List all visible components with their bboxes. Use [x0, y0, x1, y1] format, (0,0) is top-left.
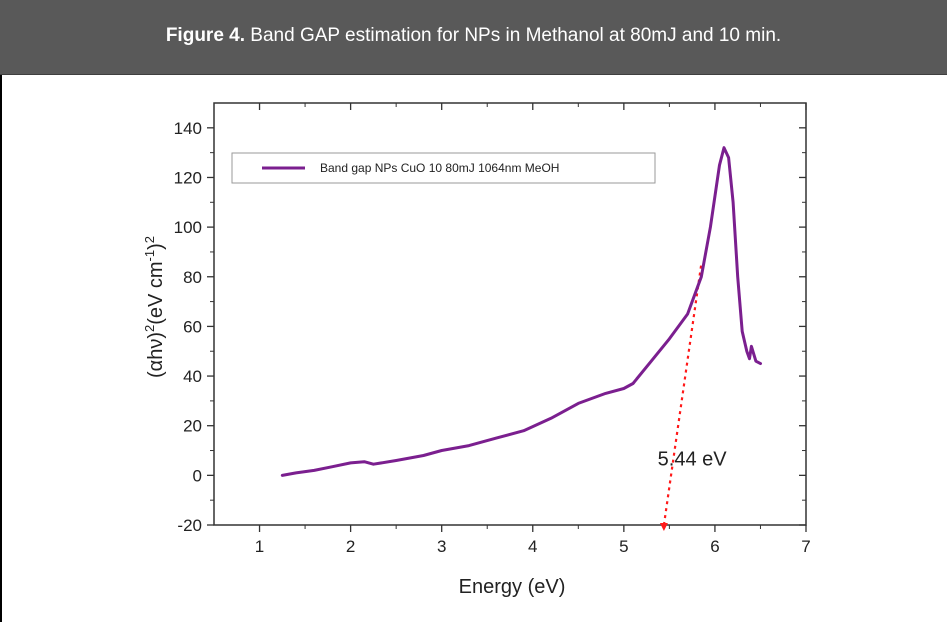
- y-axis-title-sup: 2: [142, 236, 157, 243]
- legend-entry-label: Band gap NPs CuO 10 80mJ 1064nm MeOH: [320, 161, 559, 175]
- plot-frame: [213, 102, 807, 526]
- x-tick-label: 4: [528, 537, 537, 556]
- y-tick-label: 0: [193, 466, 202, 485]
- y-tick-label: 60: [183, 317, 202, 336]
- figure-caption-text: Band GAP estimation for NPs in Methanol …: [245, 25, 782, 46]
- y-axis-title-sup: 2: [142, 325, 157, 332]
- x-axis-title: Energy (eV): [459, 576, 566, 598]
- axes-layer: 1 2 3 4 5 6 7 -20 0 20 40 60 80 100 120 140: [174, 102, 811, 556]
- band-gap-annotation: 5.44 eV: [658, 448, 728, 470]
- y-axis-title-part: (αhν): [145, 332, 167, 378]
- y-tick-label: 140: [174, 119, 202, 138]
- band-gap-chart: 1 2 3 4 5 6 7 -20 0 20 40 60 80 100 120 140 Band gap NP…: [142, 102, 811, 598]
- y-axis-title: (αhν)2(eV cm-1)2: [142, 236, 167, 378]
- x-tick-label: 6: [710, 537, 719, 556]
- x-tick-label: 1: [255, 537, 264, 556]
- tangent-fit-line: [662, 264, 703, 526]
- legend: Band gap NPs CuO 10 80mJ 1064nm MeOH: [231, 152, 656, 184]
- figure-caption-bar: Figure 4. Band GAP estimation for NPs in…: [0, 0, 947, 75]
- x-tick-label: 5: [619, 537, 628, 556]
- x-tick-label: 7: [801, 537, 810, 556]
- figure-caption: Figure 4. Band GAP estimation for NPs in…: [0, 25, 947, 47]
- y-tick-label: 80: [183, 268, 202, 287]
- y-axis-title-part: (eV cm: [145, 261, 167, 324]
- figure-frame-left: [0, 75, 2, 622]
- y-tick-label: 100: [174, 218, 202, 237]
- y-tick-label: 120: [174, 168, 202, 187]
- series-line: [280, 146, 762, 477]
- x-tick-label: 2: [346, 537, 355, 556]
- y-axis-title-part: ): [145, 243, 167, 250]
- figure-caption-label: Figure 4.: [165, 25, 246, 46]
- y-axis-title-sup: -1: [142, 250, 157, 262]
- x-tick-label: 3: [437, 537, 446, 556]
- y-tick-label: -20: [177, 516, 202, 535]
- band-gap-marker: [659, 523, 668, 531]
- y-tick-label: 40: [183, 367, 202, 386]
- y-tick-label: 20: [183, 417, 202, 436]
